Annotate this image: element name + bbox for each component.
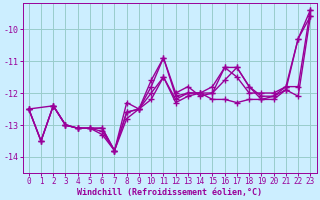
X-axis label: Windchill (Refroidissement éolien,°C): Windchill (Refroidissement éolien,°C) <box>77 188 262 197</box>
